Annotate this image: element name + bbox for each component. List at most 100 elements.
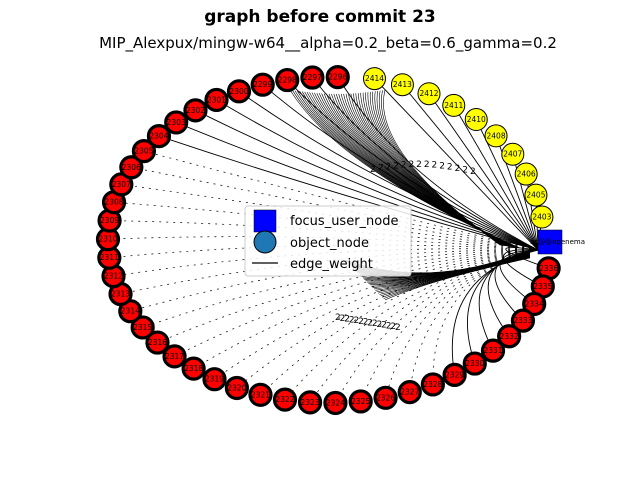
yellow-node-circle	[464, 108, 488, 132]
red-node-circle	[297, 390, 323, 415]
edge-focus-red	[505, 247, 549, 269]
red-node-circle	[162, 344, 187, 369]
edge-weight-label: 2	[370, 165, 376, 175]
edge-focus-red	[107, 236, 539, 251]
red-node: 2300	[226, 79, 252, 104]
yellow-node-circle	[390, 73, 414, 97]
edge-focus-red	[174, 249, 539, 357]
red-node-label: 2318	[184, 364, 203, 373]
red-node-circle	[348, 389, 373, 414]
red-node-circle	[272, 387, 298, 412]
edge-focus-red	[432, 249, 539, 385]
edge-weight-label: 2	[385, 163, 391, 173]
edge-weight-label: 2	[340, 314, 346, 324]
yellow-node: 2410	[464, 108, 488, 132]
red-node: 2306	[119, 155, 144, 180]
edge-focus-red	[109, 220, 539, 251]
edge-weight-label: 2	[363, 318, 369, 328]
yellow-node-label: 2405	[526, 191, 545, 200]
red-node: 2326	[373, 385, 398, 410]
red-node: 2323	[297, 390, 323, 415]
red-node-circle	[248, 382, 273, 407]
red-node-label: 2331	[483, 346, 502, 355]
red-node-circle	[397, 380, 422, 405]
red-node-circle	[300, 65, 325, 90]
legend-box	[244, 205, 412, 277]
red-node: 2330	[462, 351, 487, 376]
edge-weight-label: 2	[367, 318, 373, 328]
red-node-label: 2334	[525, 299, 544, 308]
edge-weight-label: 2	[393, 161, 399, 171]
yellow-node-label: 2403	[532, 213, 551, 222]
edge-focus-red	[260, 249, 539, 396]
red-node: 2333	[510, 308, 536, 333]
red-node: 2328	[420, 372, 445, 397]
legend: focus_user_node object_node edge_weight	[244, 205, 412, 277]
legend-object-marker	[253, 230, 277, 254]
red-node: 2302	[183, 98, 208, 123]
red-node-circle	[373, 385, 398, 410]
red-node-label: 2304	[149, 132, 168, 141]
red-node-label: 2329	[445, 370, 464, 379]
yellow-node-label: 2407	[503, 150, 522, 159]
red-node: 2298	[275, 67, 300, 93]
red-node-circle	[480, 338, 506, 363]
edge-weight-label: 2	[462, 165, 468, 175]
edge-focus-red	[158, 135, 539, 251]
edge-weight-label: 2	[447, 163, 453, 173]
red-node: 2321	[248, 382, 273, 407]
yellow-node: 2411	[442, 93, 466, 117]
red-node: 2334	[522, 291, 547, 317]
edge-focus-red	[284, 249, 539, 400]
red-node: 2324	[323, 390, 348, 416]
red-node-circle	[275, 67, 300, 93]
red-node-circle	[325, 64, 350, 90]
red-node-label: 2324	[326, 398, 345, 407]
yellow-node: 2405	[524, 183, 548, 207]
red-node: 2297	[300, 65, 325, 90]
red-node-label: 2305	[134, 147, 153, 156]
yellow-node-circle	[417, 82, 441, 106]
red-node: 2331	[480, 338, 506, 363]
red-node-label: 2330	[465, 359, 484, 368]
red-node-label: 2320	[227, 383, 246, 392]
red-node-circle	[420, 372, 445, 397]
red-node-label: 2313	[111, 290, 130, 299]
yellow-node-label: 2411	[444, 101, 463, 110]
red-node: 2327	[397, 380, 422, 405]
edge-focus-red	[109, 244, 539, 259]
graph-title: graph before commit 23	[204, 7, 436, 27]
red-node: 2325	[348, 389, 373, 414]
red-node: 2322	[272, 387, 298, 412]
yellow-node-circle	[524, 183, 548, 207]
edge-weight-label: 2	[335, 313, 341, 323]
red-node-label: 2314	[121, 307, 140, 316]
red-node-label: 2328	[423, 380, 442, 389]
yellow-node-label: 2413	[393, 80, 412, 89]
red-node-label: 2303	[167, 118, 186, 127]
red-node-label: 2315	[133, 323, 152, 332]
legend-focus-label: focus_user_node	[290, 214, 399, 229]
edge-weight-label: 2	[439, 161, 445, 171]
edge-weight-label: 2	[455, 164, 461, 174]
red-node-label: 2322	[275, 395, 294, 404]
yellow-node: 2406	[514, 162, 538, 186]
red-node: 2303	[164, 110, 189, 135]
red-node: 2296	[325, 64, 350, 90]
red-node-label: 2333	[513, 316, 532, 325]
red-node-circle	[226, 79, 252, 104]
edge-weight-label: 2	[381, 321, 387, 331]
yellow-node: 2413	[390, 73, 414, 97]
edge-weight-label: 2	[349, 315, 355, 325]
red-node: 2319	[202, 367, 227, 392]
yellow-node: 2412	[417, 82, 441, 106]
red-node-circle	[462, 351, 487, 376]
red-node-label: 2332	[500, 332, 519, 341]
red-node-label: 2306	[122, 163, 141, 172]
edge-weight-label: 2	[372, 319, 378, 329]
yellow-node-label: 2406	[517, 170, 536, 179]
edge-dense	[383, 89, 501, 246]
edge-focus-red	[214, 249, 539, 380]
